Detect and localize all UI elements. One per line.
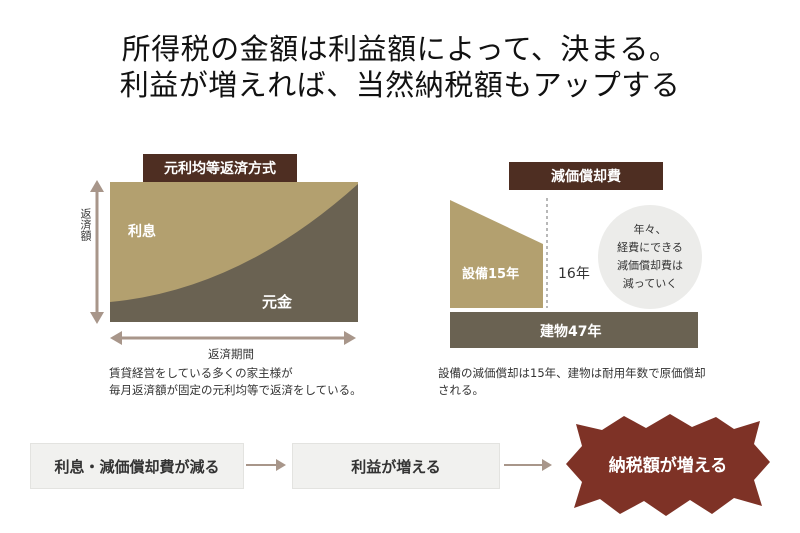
depreciation-caption-line-1: 設備の減価償却は15年、建物は耐用年数で原価償却	[438, 366, 706, 380]
headline-line-2: 利益が増えれば、当然納税額もアップする	[119, 68, 681, 102]
loan-caption-line-2: 毎月返済額が固定の元利均等で返済をしている。	[109, 383, 362, 397]
bubble-line-2: 経費にできる	[617, 240, 683, 254]
building-bar	[450, 312, 698, 348]
depreciation-title: 減価償却費	[509, 162, 663, 190]
headline-line-1: 所得税の金額は利益額によって、決まる。	[121, 32, 679, 66]
equipment-area	[450, 200, 543, 308]
principal-area	[110, 184, 358, 322]
flow-step-profit-increase: 利益が増える	[292, 443, 500, 489]
flow-step-expense-decrease: 利息・減価償却費が減る	[30, 443, 244, 489]
year-16-label: 16年	[558, 266, 590, 282]
flow-arrow-1	[246, 459, 286, 471]
building-label: 建物47年	[540, 323, 601, 340]
flow-step-tax-increase: 納税額が増える	[609, 455, 728, 476]
bubble-line-3: 減価償却費は	[617, 258, 683, 272]
loan-method-title: 元利均等返済方式	[143, 154, 297, 182]
interest-label: 利息	[128, 223, 156, 240]
depreciation-caption-line-2: される。	[438, 383, 484, 397]
declining-expense-bubble	[598, 205, 702, 309]
y-axis-label: 返済額	[79, 208, 92, 241]
loan-caption-line-1: 賃貸経営をしている多くの家主様が	[109, 366, 293, 380]
tax-increase-burst: 納税額が増える	[566, 414, 770, 516]
bubble-line-4: 減っていく	[623, 276, 677, 290]
x-axis-label: 返済期間	[208, 347, 254, 361]
depreciation-diagram: 設備15年 16年 建物47年 年々、 経費にできる 減価償却費は 減っていく	[450, 198, 702, 348]
equipment-label: 設備15年	[462, 266, 519, 282]
loan-repayment-diagram: 利息 元金	[90, 180, 358, 345]
bubble-line-1: 年々、	[634, 222, 667, 236]
flow-arrow-2	[504, 459, 552, 471]
principal-label: 元金	[262, 293, 293, 311]
